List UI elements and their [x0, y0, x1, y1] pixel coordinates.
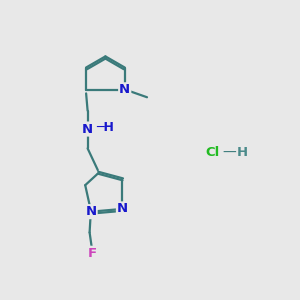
Text: N: N [117, 202, 128, 215]
Text: N: N [119, 83, 130, 96]
Text: N: N [85, 205, 97, 218]
Text: —: — [222, 146, 236, 160]
Text: ─H: ─H [96, 121, 114, 134]
Text: Cl: Cl [205, 146, 220, 160]
Text: H: H [237, 146, 248, 160]
Text: N: N [82, 122, 93, 136]
Text: F: F [88, 247, 97, 260]
